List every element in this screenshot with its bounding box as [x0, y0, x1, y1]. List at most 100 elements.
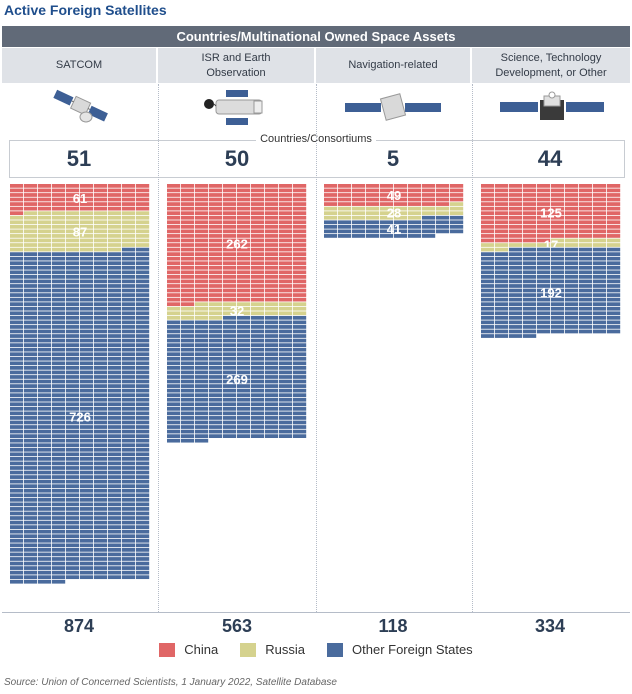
satellite-cell [38, 334, 52, 338]
satellite-cell [66, 243, 80, 247]
satellite-cell [195, 343, 209, 347]
satellite-cell [509, 297, 523, 302]
satellite-cell [94, 215, 108, 220]
satellite-cell [607, 229, 621, 234]
satellite-cell [66, 570, 80, 575]
satellite-cell [523, 284, 537, 288]
satellite-cell [195, 434, 209, 438]
satellite-cell [167, 270, 181, 275]
satellite-cell [607, 288, 621, 293]
satellite-cell [66, 466, 80, 470]
satellite-cell [181, 397, 195, 402]
satellite-cell [293, 397, 307, 402]
satellite-cell [422, 234, 436, 238]
satellite-cell [223, 338, 237, 343]
satellite-cell [607, 211, 621, 216]
satellite-cell [251, 184, 265, 188]
satellite-cell [209, 388, 223, 393]
satellite-cell [52, 411, 66, 416]
satellite-cell [136, 479, 150, 484]
satellite-cell [80, 334, 94, 338]
satellite-cell [181, 284, 195, 288]
satellite-cell [565, 265, 579, 270]
satellite-cell [237, 320, 251, 325]
satellite-cell [237, 238, 251, 243]
satellite-cell [293, 229, 307, 234]
satellite-cell [293, 193, 307, 197]
satellite-cell [94, 543, 108, 548]
satellite-cell [122, 265, 136, 270]
satellite-cell [52, 497, 66, 502]
satellite-cell [251, 320, 265, 325]
satellite-cell [593, 215, 607, 220]
satellite-cell [10, 461, 24, 466]
satellite-cell [338, 188, 352, 193]
satellite-cell [52, 561, 66, 566]
satellite-cell [181, 425, 195, 429]
satellite-cell [108, 552, 122, 557]
satellite-cell [66, 206, 80, 211]
satellite-cell [94, 502, 108, 507]
satellite-cell [122, 570, 136, 575]
satellite-cell [66, 461, 80, 466]
satellite-cell [352, 215, 366, 220]
satellite-cell [223, 325, 237, 329]
satellite-cell [223, 224, 237, 229]
satellite-cell [579, 215, 593, 220]
satellite-cell [209, 302, 223, 307]
satellite-cell [237, 247, 251, 252]
satellite-cell [565, 302, 579, 307]
satellite-cell [251, 293, 265, 297]
satellite-cell [24, 570, 38, 575]
satellite-cell [167, 416, 181, 420]
satellite-cell [108, 261, 122, 266]
satellite-cell [108, 561, 122, 566]
satellite-cell [10, 484, 24, 489]
satellite-cell [10, 370, 24, 375]
satellite-cell [108, 416, 122, 420]
satellite-cell [94, 311, 108, 316]
satellite-cell [551, 211, 565, 216]
satellite-cell [209, 229, 223, 234]
satellite-cell [108, 475, 122, 479]
satellite-cell [209, 211, 223, 216]
satellite-cell [422, 211, 436, 216]
satellite-cell [38, 416, 52, 420]
satellite-cell [38, 356, 52, 361]
satellite-cell [279, 434, 293, 438]
satellite-cell [122, 429, 136, 434]
satellite-cell [108, 507, 122, 511]
satellite-cell [52, 434, 66, 438]
satellite-cell [10, 302, 24, 307]
satellite-cell [122, 452, 136, 457]
satellite-cell [38, 438, 52, 443]
satellite-cell [481, 224, 495, 229]
satellite-cell [122, 379, 136, 384]
satellite-cell [195, 352, 209, 357]
satellite-cell [10, 184, 24, 188]
satellite-cell [523, 243, 537, 247]
satellite-cell [495, 261, 509, 266]
satellite-cell [450, 206, 464, 211]
satellite-cell [209, 220, 223, 225]
satellite-cell [122, 447, 136, 452]
satellite-cell [551, 270, 565, 275]
satellite-cell [10, 406, 24, 411]
satellite-cell [293, 434, 307, 438]
satellite-cell [108, 338, 122, 343]
satellite-cell [195, 202, 209, 206]
data-label: 41 [387, 221, 401, 236]
satellite-cell [237, 252, 251, 256]
satellite-cell [108, 375, 122, 379]
satellite-cell [366, 211, 380, 216]
column-separator [316, 84, 317, 612]
satellite-cell [136, 270, 150, 275]
satellite-cell [495, 279, 509, 284]
satellite-cell [136, 202, 150, 206]
satellite-cell [38, 320, 52, 325]
satellite-cell [279, 188, 293, 193]
satellite-cell [38, 470, 52, 475]
satellite-cell [24, 452, 38, 457]
imaging-satellite-icon [204, 90, 263, 125]
satellite-cell [38, 475, 52, 479]
